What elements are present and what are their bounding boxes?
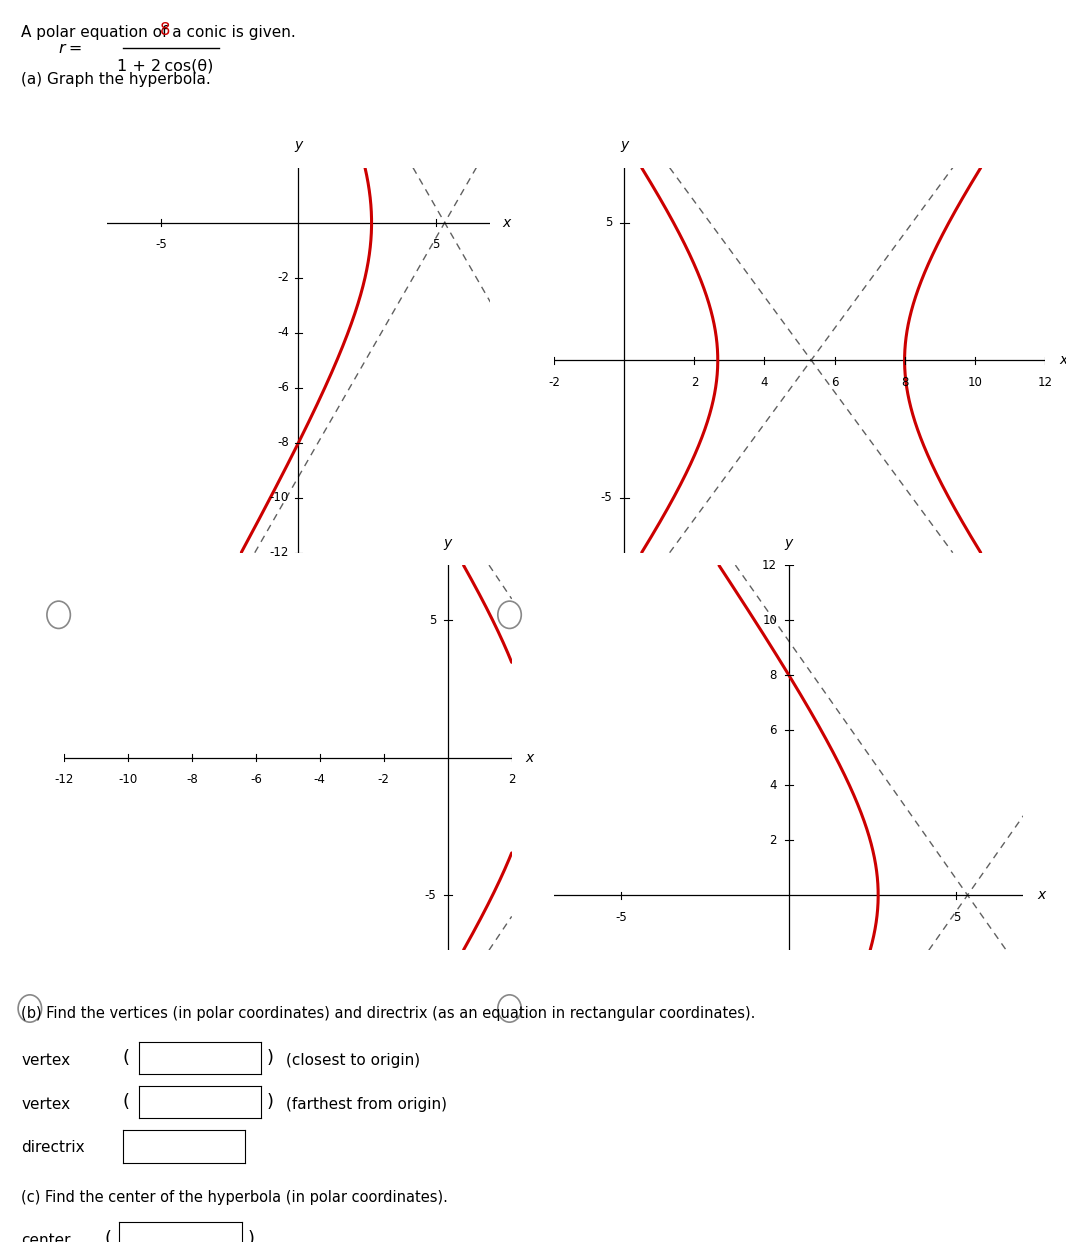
Text: x: x: [1060, 353, 1066, 368]
Text: -2: -2: [548, 375, 561, 389]
Text: 2: 2: [770, 833, 777, 847]
Text: 8: 8: [160, 21, 171, 39]
Text: 5: 5: [953, 910, 960, 924]
Text: x: x: [502, 216, 511, 230]
Text: (: (: [123, 1093, 130, 1110]
Text: -2: -2: [277, 271, 289, 284]
Text: 2: 2: [691, 375, 698, 389]
Text: x: x: [526, 750, 533, 765]
Text: ): ): [247, 1230, 255, 1242]
Text: 5: 5: [432, 238, 439, 251]
Text: 4: 4: [761, 375, 769, 389]
Text: 12: 12: [762, 559, 777, 571]
Text: -4: -4: [313, 773, 326, 786]
Text: A polar equation of a conic is given.: A polar equation of a conic is given.: [21, 25, 296, 40]
Text: x: x: [1037, 888, 1046, 902]
Text: -12: -12: [270, 546, 289, 559]
Text: vertex: vertex: [21, 1097, 70, 1112]
Text: -8: -8: [277, 436, 289, 450]
Text: -8: -8: [185, 773, 198, 786]
Text: -12: -12: [54, 773, 74, 786]
Text: y: y: [294, 138, 303, 153]
Text: y: y: [620, 138, 629, 153]
Text: -5: -5: [600, 491, 612, 504]
Text: -6: -6: [277, 381, 289, 394]
Text: -4: -4: [277, 327, 289, 339]
Text: r =: r =: [59, 41, 82, 56]
Text: -10: -10: [270, 491, 289, 504]
Text: 5: 5: [430, 614, 437, 627]
Text: -2: -2: [377, 773, 390, 786]
Text: directrix: directrix: [21, 1140, 85, 1155]
Text: 10: 10: [762, 614, 777, 627]
Text: 4: 4: [770, 779, 777, 791]
Text: (: (: [104, 1230, 112, 1242]
Text: 6: 6: [830, 375, 838, 389]
Text: -5: -5: [156, 238, 167, 251]
Text: -5: -5: [615, 910, 627, 924]
Text: (farthest from origin): (farthest from origin): [286, 1097, 447, 1112]
Text: (a) Graph the hyperbola.: (a) Graph the hyperbola.: [21, 72, 211, 87]
Text: -6: -6: [249, 773, 262, 786]
Text: 6: 6: [770, 724, 777, 737]
Text: center: center: [21, 1233, 70, 1242]
Text: y: y: [785, 535, 793, 550]
Text: -10: -10: [118, 773, 138, 786]
Text: (b) Find the vertices (in polar coordinates) and directrix (as an equation in re: (b) Find the vertices (in polar coordina…: [21, 1006, 756, 1021]
Text: vertex: vertex: [21, 1053, 70, 1068]
Text: 10: 10: [967, 375, 982, 389]
Text: (c) Find the center of the hyperbola (in polar coordinates).: (c) Find the center of the hyperbola (in…: [21, 1190, 448, 1205]
Text: ): ): [266, 1093, 274, 1110]
Text: 1 + 2 cos(θ): 1 + 2 cos(θ): [117, 58, 213, 73]
Text: -5: -5: [424, 888, 437, 902]
Text: 12: 12: [1037, 375, 1052, 389]
Text: (: (: [123, 1049, 130, 1067]
Text: ): ): [266, 1049, 274, 1067]
Text: y: y: [443, 535, 452, 550]
Text: 8: 8: [901, 375, 908, 389]
Text: 8: 8: [770, 668, 777, 682]
Text: 5: 5: [604, 216, 612, 230]
Text: (closest to origin): (closest to origin): [286, 1053, 420, 1068]
Text: 2: 2: [507, 773, 516, 786]
